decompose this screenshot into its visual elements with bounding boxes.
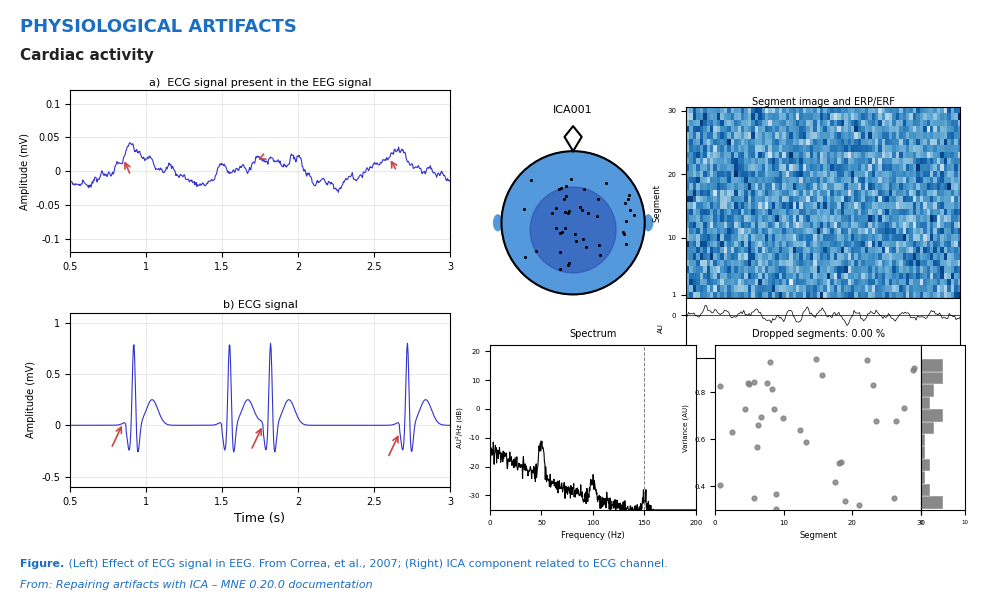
Bar xyxy=(921,421,934,434)
Point xyxy=(737,404,753,413)
X-axis label: Segment: Segment xyxy=(799,531,837,540)
Point xyxy=(768,489,784,499)
Point xyxy=(750,421,766,430)
Bar xyxy=(921,434,925,447)
Point xyxy=(827,478,843,487)
Title: Dropped segments: 0.00 %: Dropped segments: 0.00 % xyxy=(752,329,885,339)
Bar xyxy=(921,409,943,421)
Bar xyxy=(921,471,925,484)
Point xyxy=(746,377,762,386)
X-axis label: Frequency (Hz): Frequency (Hz) xyxy=(561,531,625,540)
Point xyxy=(741,379,757,388)
Text: Figure.: Figure. xyxy=(20,559,64,569)
Point xyxy=(865,380,881,390)
Bar xyxy=(921,371,943,384)
Point xyxy=(859,355,875,365)
Point xyxy=(868,416,884,426)
Point xyxy=(886,493,902,502)
Point xyxy=(764,385,780,394)
Point xyxy=(712,480,728,490)
Bar xyxy=(921,459,930,471)
Point xyxy=(762,358,778,367)
Y-axis label: Amplitude (mV): Amplitude (mV) xyxy=(20,133,30,210)
Point xyxy=(753,412,769,421)
Point xyxy=(724,427,740,437)
Y-axis label: AU: AU xyxy=(658,323,664,333)
Y-axis label: Variance (AU): Variance (AU) xyxy=(682,404,689,451)
Point xyxy=(833,457,849,466)
Point xyxy=(798,437,814,447)
Y-axis label: AU²/Hz (dB): AU²/Hz (dB) xyxy=(456,407,463,448)
Point xyxy=(896,403,912,413)
Point xyxy=(792,425,808,435)
Text: Cardiac activity: Cardiac activity xyxy=(20,48,154,63)
Point xyxy=(740,379,756,388)
Point xyxy=(766,404,782,414)
Ellipse shape xyxy=(494,215,502,231)
X-axis label: Time (s): Time (s) xyxy=(806,380,840,389)
Text: PHYSIOLOGICAL ARTIFACTS: PHYSIOLOGICAL ARTIFACTS xyxy=(20,18,297,36)
Point xyxy=(768,504,784,513)
Point xyxy=(712,381,728,391)
Bar xyxy=(921,359,943,371)
Title: b) ECG signal: b) ECG signal xyxy=(223,300,297,310)
Point xyxy=(905,365,921,374)
X-axis label: Time (s): Time (s) xyxy=(234,512,286,525)
Point xyxy=(808,355,824,364)
Point xyxy=(746,493,762,502)
Y-axis label: Amplitude (mV): Amplitude (mV) xyxy=(26,361,36,438)
Point xyxy=(759,378,775,388)
Text: From: Repairing artifacts with ICA – MNE 0.20.0 documentation: From: Repairing artifacts with ICA – MNE… xyxy=(20,580,373,590)
Bar xyxy=(921,496,943,508)
Point xyxy=(775,413,791,423)
Bar xyxy=(921,384,934,397)
Bar xyxy=(921,397,930,409)
Point xyxy=(831,458,847,468)
Point xyxy=(906,363,922,373)
Circle shape xyxy=(530,187,616,273)
Point xyxy=(851,501,867,510)
Point xyxy=(814,371,830,380)
Circle shape xyxy=(501,151,645,294)
Point xyxy=(888,416,904,426)
Ellipse shape xyxy=(644,215,653,231)
Title: Spectrum: Spectrum xyxy=(569,329,617,339)
Bar xyxy=(921,447,925,459)
Point xyxy=(749,442,765,452)
Text: (Left) Effect of ECG signal in EEG. From Correa, et al., 2007; (Right) ICA compo: (Left) Effect of ECG signal in EEG. From… xyxy=(65,559,668,569)
Point xyxy=(837,496,853,506)
Y-axis label: Segment: Segment xyxy=(653,184,662,222)
Title: a)  ECG signal present in the EEG signal: a) ECG signal present in the EEG signal xyxy=(149,78,371,88)
Title: ICA001: ICA001 xyxy=(553,105,593,115)
Title: Segment image and ERP/ERF: Segment image and ERP/ERF xyxy=(752,97,894,107)
Bar xyxy=(921,484,930,496)
